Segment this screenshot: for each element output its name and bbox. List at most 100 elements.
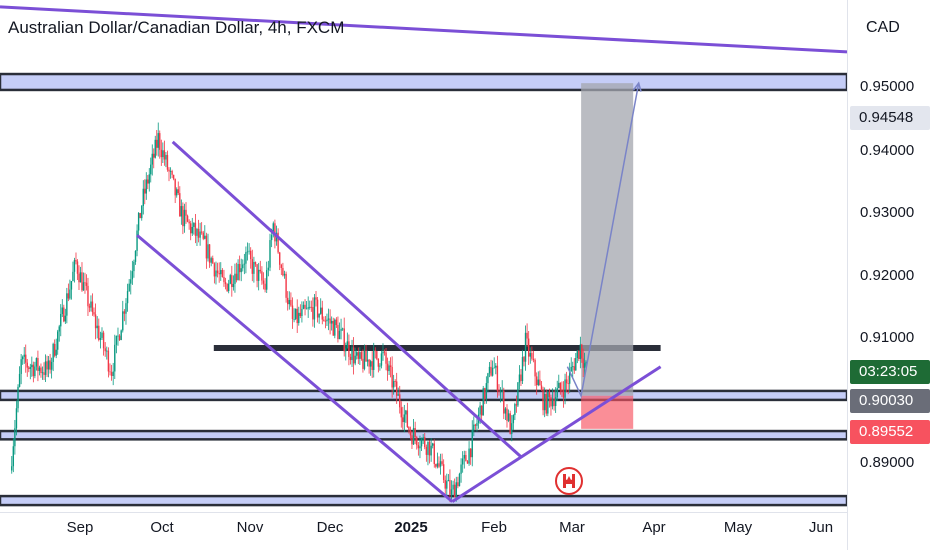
candle-body (182, 206, 184, 227)
price-axis[interactable]: CAD 0.95000 0.94548 0.94000 0.93000 0.92… (847, 0, 932, 550)
candle-body (104, 348, 106, 352)
time-tick: May (723, 519, 753, 536)
candle-body (257, 269, 260, 281)
candle-body (547, 391, 549, 414)
candle-body (163, 150, 166, 160)
candle-body (243, 263, 246, 265)
candle-body (515, 404, 518, 406)
candle-body (457, 482, 459, 487)
time-tick: Nov (236, 519, 264, 536)
candle-body (91, 301, 94, 313)
candle-body (188, 221, 190, 224)
candle-body (427, 441, 429, 455)
candle-body (221, 269, 224, 277)
candle-body (34, 366, 36, 377)
candle-body (360, 352, 363, 359)
candle-body (458, 473, 461, 487)
candle-body (99, 337, 102, 340)
candle-body (81, 272, 83, 291)
candle-body (190, 223, 192, 234)
candle-body (490, 366, 492, 376)
candle-body (75, 260, 77, 262)
candle-body (576, 350, 579, 359)
candle-body (118, 335, 121, 341)
candle-body (572, 366, 574, 368)
candle-body (491, 367, 494, 376)
candle-body (565, 379, 568, 384)
candle-body (114, 344, 116, 372)
candle-body (460, 464, 462, 474)
candle-body (47, 360, 50, 370)
candle-body (125, 303, 127, 314)
candle-body (374, 350, 376, 352)
flag-layer (555, 467, 583, 495)
candle-body (383, 351, 386, 353)
candle-body (176, 189, 178, 196)
candle-body (518, 374, 521, 383)
candle-body (524, 332, 527, 362)
candle-body (469, 448, 472, 458)
candle-body (517, 382, 519, 406)
candle-body (169, 171, 172, 172)
candle-body (548, 391, 551, 398)
time-tick: Feb (481, 519, 507, 536)
candle-body (479, 405, 481, 415)
candle-body (411, 435, 413, 445)
candle-body (41, 372, 44, 374)
currency-label[interactable]: CAD (866, 19, 900, 36)
candle-body (69, 289, 71, 299)
candle-body (302, 304, 305, 309)
chart-svg[interactable] (0, 0, 849, 512)
candle-body (231, 275, 233, 288)
candle-body (523, 357, 525, 362)
candle-body (130, 279, 132, 284)
stop-price-badge: 0.89552 (850, 420, 930, 444)
candle-body (232, 283, 235, 288)
candle-body (150, 164, 152, 175)
candle-body (17, 386, 19, 409)
candle-body (354, 355, 356, 364)
candle-body (305, 308, 308, 310)
candle-body (543, 394, 546, 411)
candle-body (20, 359, 22, 374)
candle-body (208, 244, 211, 263)
candle-body (558, 382, 560, 389)
candle-body (246, 251, 249, 253)
candle-body (218, 273, 220, 275)
candle-body (299, 312, 302, 317)
candle-body (564, 379, 566, 398)
candle-body (172, 174, 175, 179)
candle-body (112, 371, 114, 377)
candles-layer (11, 122, 587, 503)
candle-body (262, 280, 265, 284)
candle-body (568, 370, 571, 384)
time-axis[interactable]: Sep Oct Nov Dec 2025 Feb Mar Apr May Jun (0, 512, 847, 551)
candle-body (210, 258, 212, 263)
candle-body (12, 446, 15, 467)
candle-body (283, 273, 286, 276)
candle-body (79, 272, 82, 283)
candle-body (144, 188, 146, 194)
candle-body (264, 283, 266, 290)
candle-body (126, 291, 129, 304)
candle-body (35, 358, 38, 367)
candle-body (579, 344, 582, 360)
chart-plot-area[interactable]: Australian Dollar/Canadian Dollar, 4h, F… (0, 0, 849, 512)
candle-body (212, 258, 214, 264)
candle-body (531, 353, 533, 359)
candle-body (238, 263, 241, 273)
candle-body (137, 212, 140, 231)
candle-body (270, 235, 273, 241)
candle-body (321, 307, 323, 320)
candle-body (240, 268, 242, 273)
zone-band (0, 72, 849, 92)
candle-body (37, 358, 39, 371)
candle-body (583, 363, 586, 368)
candle-body (46, 361, 48, 370)
candle-body (67, 293, 70, 299)
candle-body (307, 307, 309, 309)
candle-body (495, 365, 497, 368)
candle-body (11, 466, 13, 471)
candle-body (117, 335, 119, 337)
candle-body (503, 390, 505, 414)
